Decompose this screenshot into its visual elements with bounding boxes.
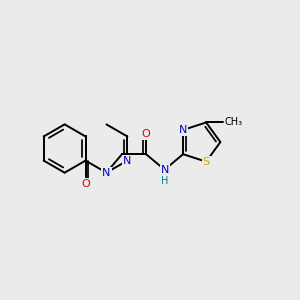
Text: N: N: [179, 125, 187, 135]
Text: S: S: [202, 157, 210, 167]
Text: CH₃: CH₃: [224, 118, 243, 128]
Text: O: O: [142, 129, 151, 139]
Text: H: H: [161, 176, 168, 186]
Text: O: O: [81, 178, 90, 188]
Text: N: N: [160, 165, 169, 175]
Text: N: N: [123, 156, 131, 166]
Text: N: N: [102, 168, 111, 178]
